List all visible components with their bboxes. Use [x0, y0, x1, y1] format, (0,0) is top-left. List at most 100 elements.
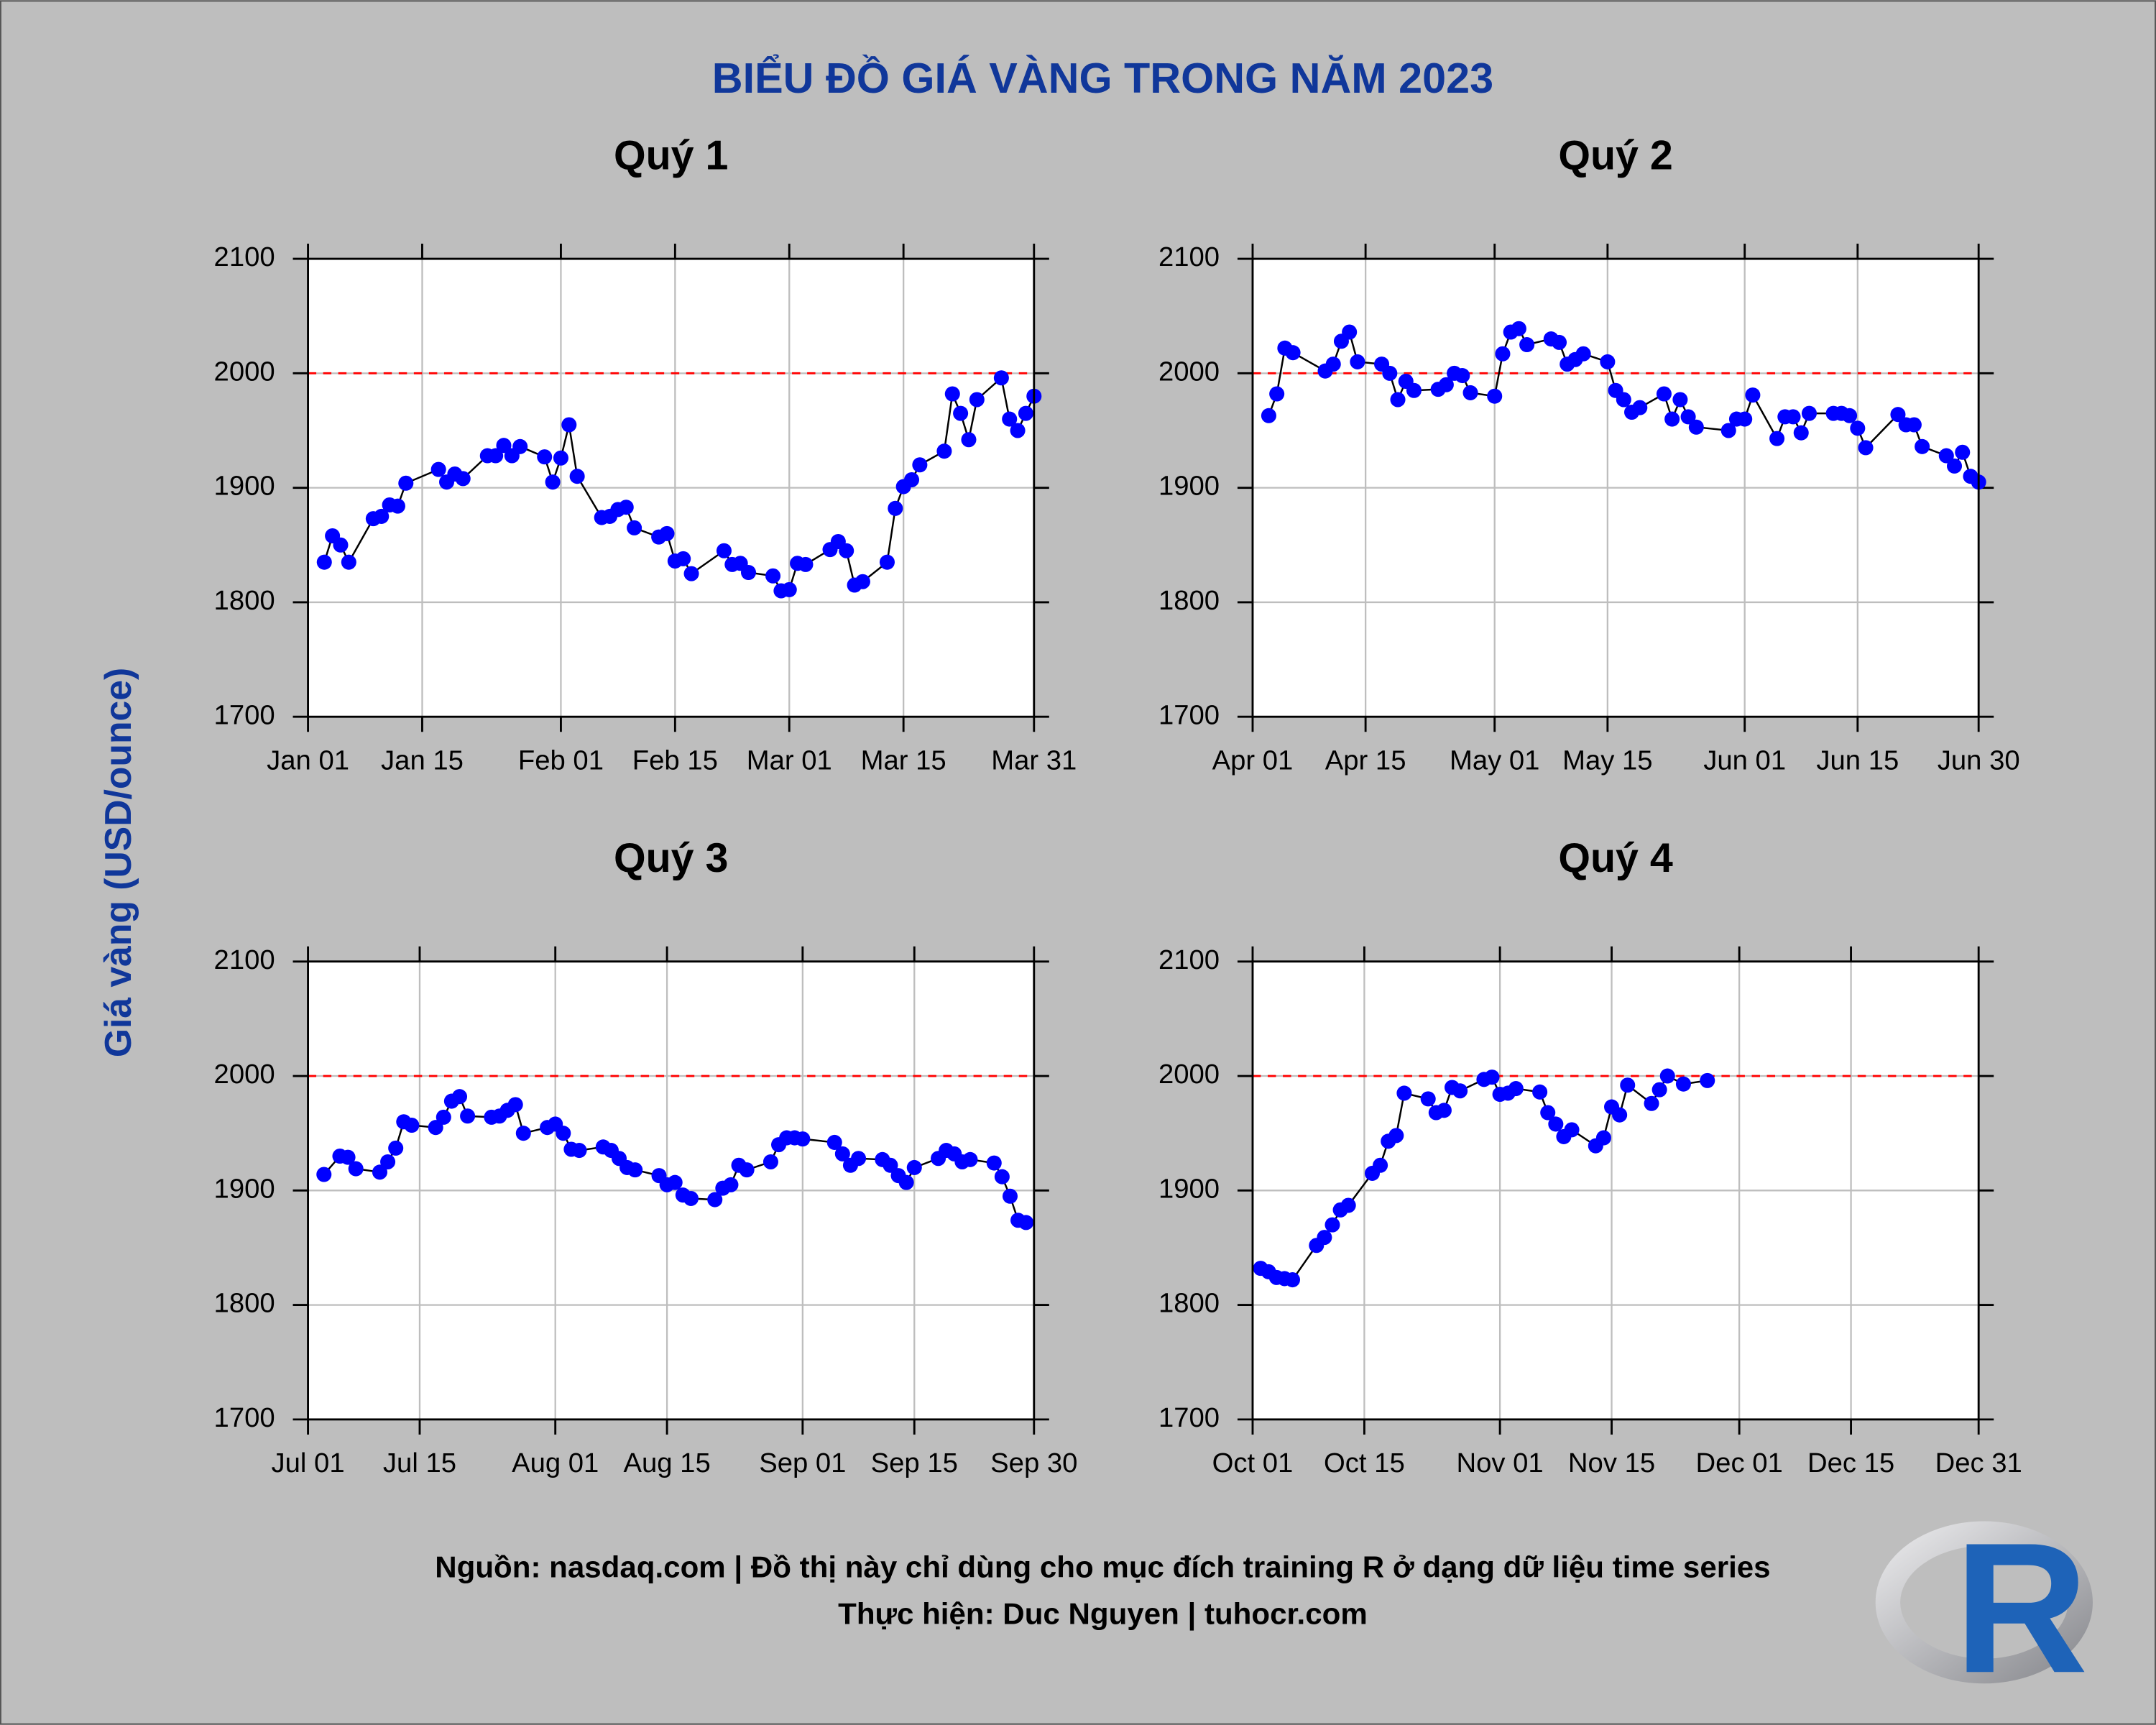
price-point [1575, 346, 1591, 362]
panel: Quý 3 1700 1800 1900 2000 2100 Jul 01 Jul 15 Aug… [214, 835, 1078, 1478]
price-point [1644, 1095, 1659, 1111]
y-tick-label: 1700 [1158, 699, 1220, 730]
price-point [961, 432, 977, 448]
price-point [1261, 408, 1276, 423]
price-point [1532, 1084, 1548, 1100]
y-tick-label: 1700 [214, 1402, 275, 1433]
price-point [430, 461, 446, 477]
x-tick-label: Dec 01 [1696, 1448, 1783, 1478]
price-point [944, 386, 960, 402]
price-point [1955, 444, 1971, 460]
price-point [340, 1149, 356, 1165]
x-tick-label: Mar 15 [861, 745, 946, 776]
price-point [839, 543, 854, 558]
y-tick-label: 2000 [1158, 356, 1220, 387]
price-point [1452, 1083, 1468, 1099]
price-point [1511, 321, 1526, 336]
price-point [545, 474, 561, 490]
logo: R [1875, 1504, 2093, 1711]
price-point [683, 566, 699, 581]
panel: Quý 2 1700 1800 1900 2000 2100 Apr 01 Apr 15 May… [1158, 133, 2020, 776]
price-point [496, 438, 512, 454]
price-point [723, 1177, 739, 1192]
x-tick-label: Sep 01 [759, 1448, 846, 1478]
price-point [1484, 1070, 1500, 1085]
price-point [515, 1126, 531, 1141]
price-point [962, 1151, 978, 1167]
y-tick-label: 1900 [1158, 471, 1220, 502]
price-point [1946, 458, 1963, 474]
price-point [1656, 386, 1672, 402]
y-tick-label: 1900 [1158, 1173, 1220, 1204]
price-point [851, 1151, 867, 1167]
price-point [1406, 382, 1422, 398]
x-tick-label: Aug 15 [624, 1448, 711, 1478]
price-point [912, 457, 928, 473]
price-point [1938, 448, 1954, 464]
price-point [1659, 1068, 1675, 1084]
price-point [374, 508, 390, 524]
price-point [953, 405, 969, 421]
price-point [1002, 1188, 1018, 1204]
y-tick-label: 1700 [1158, 1402, 1220, 1433]
price-point [348, 1161, 364, 1177]
x-tick-label: Oct 15 [1324, 1448, 1405, 1478]
price-point [618, 500, 634, 515]
price-point [740, 564, 757, 581]
caption: Thực hiện: Duc Nguyen | tuhocr.com [838, 1597, 1368, 1632]
price-point [707, 1192, 723, 1208]
price-point [1495, 346, 1511, 362]
price-point [659, 525, 675, 541]
price-point [1595, 1130, 1611, 1146]
price-point [1420, 1091, 1436, 1107]
caption: Nguồn: nasdaq.com | Đồ thị này chỉ dùng … [435, 1550, 1770, 1585]
price-point [906, 1159, 922, 1175]
price-point [1455, 368, 1470, 384]
price-point [1325, 356, 1341, 372]
price-point [507, 1097, 523, 1113]
panel-title: Quý 3 [614, 835, 728, 881]
price-point [1700, 1072, 1715, 1088]
price-point [1793, 425, 1809, 441]
price-point [834, 1146, 850, 1162]
price-point [1508, 1081, 1524, 1097]
panel-title: Quý 4 [1558, 835, 1673, 881]
price-point [1785, 409, 1801, 425]
price-point [1010, 423, 1026, 438]
price-point [556, 1126, 571, 1141]
price-point [561, 417, 577, 433]
price-point [854, 574, 870, 589]
price-point [993, 370, 1009, 386]
price-point [798, 556, 814, 572]
price-point [451, 1089, 468, 1105]
price-point [1551, 334, 1567, 350]
x-tick-label: Dec 31 [1935, 1448, 2022, 1478]
price-point [1002, 411, 1018, 427]
price-point [1680, 409, 1696, 425]
price-point [1396, 1085, 1412, 1101]
price-point [553, 450, 568, 466]
price-point [781, 581, 797, 597]
x-tick-label: Oct 01 [1212, 1448, 1294, 1478]
y-tick-label: 2000 [1158, 1059, 1220, 1090]
y-tick-label: 2000 [214, 356, 275, 387]
price-point [1519, 337, 1535, 353]
price-point [488, 448, 504, 464]
price-point [1664, 411, 1680, 427]
price-point [1801, 405, 1817, 421]
price-point [1672, 392, 1688, 408]
panel-title: Quý 1 [614, 133, 728, 179]
price-point [994, 1169, 1010, 1184]
panel: Quý 4 1700 1800 1900 2000 2100 Oct 01 Oct 15 Nov… [1158, 835, 2022, 1478]
price-point [627, 520, 642, 535]
price-point [1906, 417, 1922, 433]
price-point [1018, 1215, 1034, 1230]
price-point [460, 1108, 476, 1124]
price-point [1269, 386, 1285, 402]
y-tick-label: 1900 [214, 1173, 275, 1204]
price-point [739, 1162, 755, 1178]
price-point [1720, 423, 1736, 438]
price-point [380, 1154, 396, 1170]
price-point [428, 1120, 443, 1136]
price-point [1487, 388, 1503, 404]
